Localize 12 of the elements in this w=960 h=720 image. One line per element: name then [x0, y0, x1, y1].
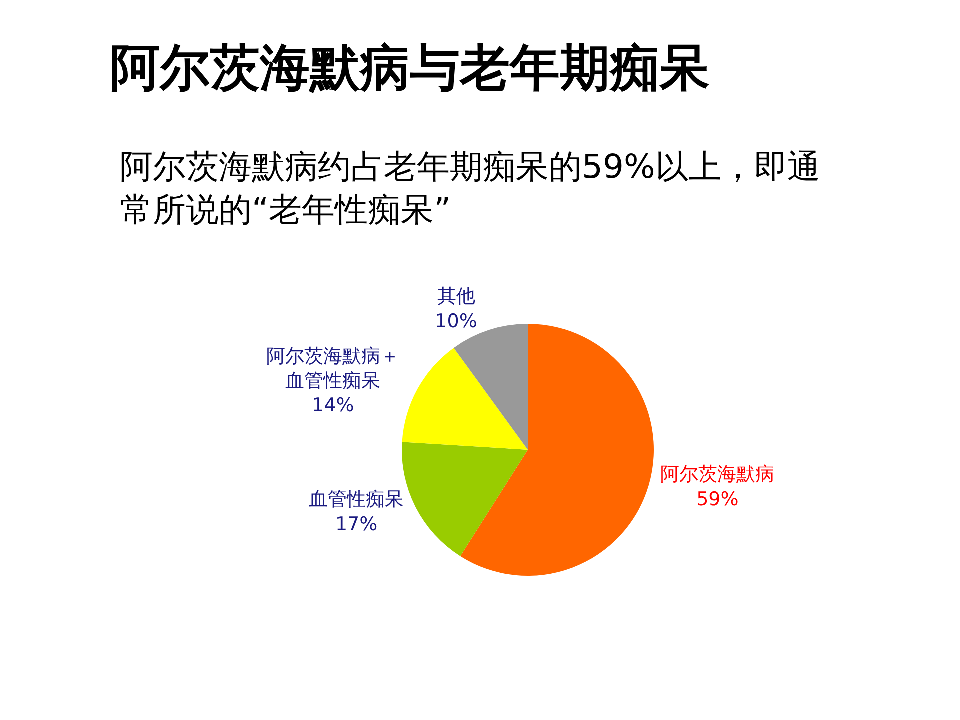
slice-label: 阿尔茨海默病: [660, 464, 775, 486]
pie-slice: [402, 442, 528, 556]
slice-label: 阿尔茨海默病＋血管性痴呆: [266, 345, 400, 392]
chart-subtitle: 阿尔茨海默病约占老年期痴呆的59%以上，即通常所说的“老年性痴呆”: [120, 147, 820, 229]
data-label: 59%: [696, 488, 739, 510]
data-label: 17%: [335, 513, 378, 536]
chart-title: 阿尔茨海默病与老年期痴呆: [110, 39, 710, 97]
data-label: 10%: [435, 310, 478, 332]
data-label: 14%: [312, 394, 354, 417]
pie-slice: [402, 348, 528, 450]
slice-label: 其他: [437, 286, 476, 308]
slice-label: 血管性痴呆: [309, 488, 404, 511]
